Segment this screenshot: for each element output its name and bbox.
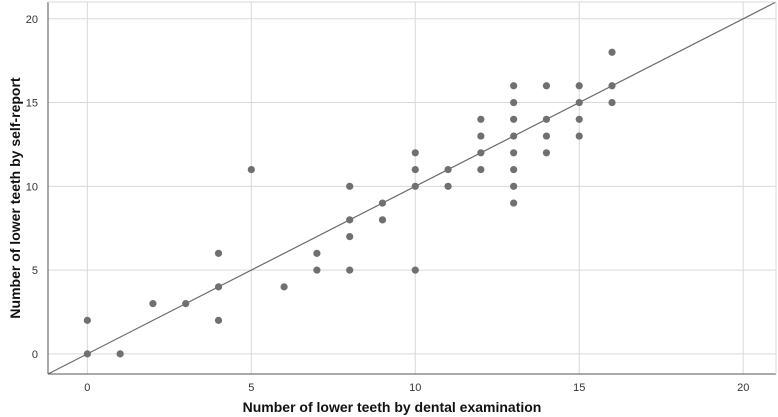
data-point-40 <box>575 132 583 140</box>
data-point-34 <box>510 98 518 107</box>
reference-line-group <box>47 1 777 375</box>
x-tick-label-3: 15 <box>573 382 585 394</box>
data-point-7 <box>214 249 223 257</box>
data-point-21 <box>411 149 419 157</box>
x-tick-label-2: 10 <box>409 382 421 394</box>
y-tick-label-2: 10 <box>26 181 38 193</box>
data-point-27 <box>477 115 485 123</box>
data-point-33 <box>510 115 518 123</box>
data-point-29 <box>510 182 518 190</box>
data-point-20 <box>411 165 419 174</box>
data-point-16 <box>378 216 387 224</box>
data-point-44 <box>608 98 616 107</box>
data-point-2 <box>116 350 124 358</box>
data-point-36 <box>542 149 551 157</box>
axes <box>47 1 777 375</box>
data-point-23 <box>444 165 452 174</box>
data-point-4 <box>182 300 190 308</box>
data-point-42 <box>575 98 583 107</box>
tick-labels: 0 5 10 15 20 0 5 10 15 20 <box>26 14 750 394</box>
data-point-12 <box>346 266 354 274</box>
data-point-10 <box>313 266 321 274</box>
data-point-0 <box>83 350 91 358</box>
data-point-38 <box>542 115 551 123</box>
data-point-35 <box>510 82 518 90</box>
data-point-22 <box>444 182 452 190</box>
data-point-8 <box>247 165 255 174</box>
y-tick-label-0: 0 <box>32 349 38 361</box>
data-point-25 <box>477 149 485 157</box>
reference-line <box>47 1 777 375</box>
y-tick-label-4: 20 <box>26 14 38 26</box>
data-point-3 <box>149 300 157 308</box>
data-point-37 <box>542 132 551 140</box>
data-point-28 <box>510 199 518 207</box>
data-point-14 <box>346 216 354 224</box>
x-tick-label-4: 20 <box>737 382 749 394</box>
data-point-17 <box>378 199 387 207</box>
data-point-6 <box>214 283 223 291</box>
data-point-5 <box>214 316 223 324</box>
data-point-31 <box>510 149 518 157</box>
x-tick-label-0: 0 <box>84 382 90 394</box>
y-tick-label-1: 5 <box>32 265 38 277</box>
data-point-11 <box>313 249 321 257</box>
data-point-45 <box>608 82 616 90</box>
data-point-19 <box>411 182 419 190</box>
y-tick-label-3: 15 <box>26 98 38 110</box>
data-point-9 <box>280 283 288 291</box>
data-point-39 <box>542 82 551 90</box>
data-point-26 <box>477 132 485 140</box>
data-point-24 <box>477 165 485 174</box>
data-point-1 <box>83 316 91 324</box>
data-point-15 <box>346 182 354 190</box>
x-tick-label-1: 5 <box>248 382 254 394</box>
data-point-30 <box>510 165 518 174</box>
data-point-43 <box>575 82 583 90</box>
y-axis-title: Number of lower teeth by self-report <box>7 77 23 318</box>
data-point-41 <box>575 115 583 123</box>
data-point-32 <box>510 132 518 140</box>
data-point-18 <box>411 266 419 274</box>
data-points <box>83 48 616 358</box>
data-point-46 <box>608 48 616 56</box>
x-axis-title: Number of lower teeth by dental examinat… <box>243 399 542 415</box>
data-point-13 <box>346 232 354 241</box>
